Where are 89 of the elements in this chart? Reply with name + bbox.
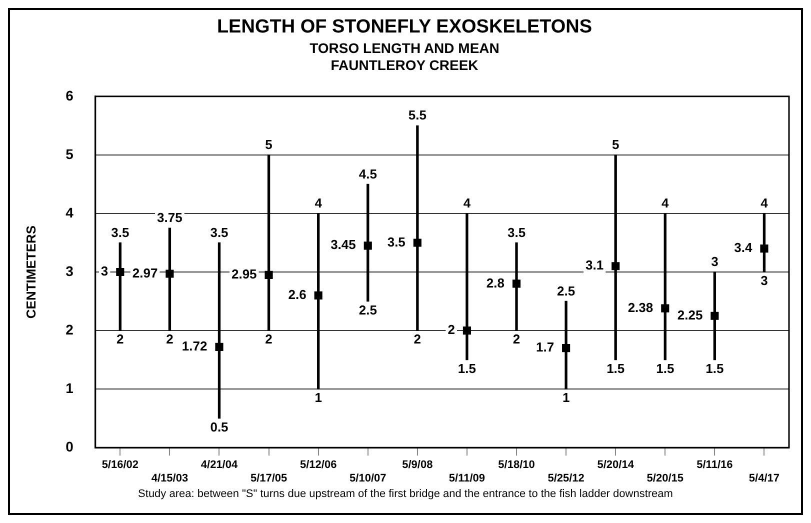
y-tick-label: 4 <box>66 204 74 220</box>
x-tick-label: 5/12/06 <box>300 459 337 472</box>
point <box>562 344 570 352</box>
annotation: 3 <box>711 254 718 270</box>
y-tick-label: 0 <box>66 438 74 454</box>
point <box>116 268 124 276</box>
annotation: 4 <box>662 196 670 211</box>
annotation: 1 <box>562 390 570 406</box>
point <box>166 270 174 278</box>
bar <box>317 213 320 390</box>
annotation: 1.5 <box>606 360 625 376</box>
point <box>314 291 322 300</box>
annotation: 3.5 <box>111 224 130 240</box>
data-label: 2.25 <box>677 307 703 322</box>
annotation: 2 <box>512 332 520 347</box>
chart-subtitle: TORSO LENGTH AND MEAN FAUNTLEROY CREEK <box>310 40 500 73</box>
bar <box>416 125 419 331</box>
bar <box>515 242 518 331</box>
x-tick-label: 5/20/14 <box>597 459 635 472</box>
text: Study area: between "S" turns due upstream of the first bridge and the entrance to the fish ladder downstream <box>137 488 674 500</box>
annotation: 0.5 <box>210 419 228 434</box>
annotation: 5 <box>612 137 620 152</box>
annotation: 2 <box>414 332 422 347</box>
annotation: 2 <box>116 332 124 347</box>
data-label: 3.45 <box>330 237 356 252</box>
annotation: 4 <box>463 196 472 211</box>
point <box>710 312 719 320</box>
x-tick-label: 5/4/17 <box>748 472 780 484</box>
annotation: 5.5 <box>408 108 426 123</box>
x-tick-label: 5/11/09 <box>448 472 486 484</box>
annotation: 2.5 <box>358 302 377 318</box>
annotation: 5 <box>265 137 272 152</box>
chart-title: LENGTH OF STONEFLY EXOSKELETONS <box>216 16 592 38</box>
y-tick-label: 2 <box>66 321 74 338</box>
annotation: 4.5 <box>358 166 377 182</box>
x-tick-label: 4/21/04 <box>200 459 238 472</box>
point <box>413 238 422 247</box>
data-label: 2 <box>448 322 455 338</box>
data-label: 3 <box>100 264 108 279</box>
annotation: 4 <box>760 196 769 211</box>
x-tick-label: 5/17/05 <box>250 472 288 484</box>
data-label: 3.4 <box>734 240 753 256</box>
y-tick-label: 3 <box>66 262 74 279</box>
data-label: 2.8 <box>486 275 505 290</box>
data-label: 2.97 <box>132 265 158 280</box>
bar <box>218 242 221 419</box>
data-label: 1.72 <box>182 338 208 354</box>
x-tick-label: 5/18/10 <box>498 459 535 472</box>
point <box>612 262 620 270</box>
annotation: 2 <box>166 332 174 347</box>
data-label: 1.7 <box>536 340 554 355</box>
y-tick-label: 6 <box>66 87 74 104</box>
annotation: 1 <box>314 390 322 406</box>
point <box>264 270 273 279</box>
x-tick-label: 4/15/03 <box>151 472 188 484</box>
bar <box>466 213 468 360</box>
annotation: 1.5 <box>458 360 476 376</box>
point <box>215 342 224 351</box>
point <box>760 244 768 253</box>
x-tick-label: 5/20/15 <box>646 472 684 484</box>
point <box>661 304 670 312</box>
point <box>364 242 372 250</box>
data-label: 3.5 <box>387 234 406 250</box>
data-label: 2.95 <box>231 266 257 282</box>
point <box>512 280 521 288</box>
data-label: 3.1 <box>586 258 604 273</box>
annotation: 2 <box>265 332 272 347</box>
annotation: 1.5 <box>656 360 674 376</box>
annotation: 2.5 <box>557 283 576 298</box>
data-label: 2.6 <box>288 286 306 302</box>
annotation: 4 <box>314 196 323 211</box>
annotation: 3.5 <box>507 224 526 240</box>
x-tick-label: 5/10/07 <box>350 472 386 484</box>
y-tick-label: 1 <box>66 380 74 396</box>
y-axis-title: CENTIMETERS <box>23 225 38 319</box>
annotation: 3.5 <box>210 224 228 240</box>
bar <box>564 300 568 390</box>
x-tick-label: 5/25/12 <box>548 472 584 484</box>
data-label: 2.38 <box>628 300 654 315</box>
x-tick-label: 5/11/16 <box>696 459 733 472</box>
point <box>462 326 471 335</box>
y-tick-label: 5 <box>66 146 74 162</box>
bar <box>267 154 270 331</box>
annotation: 3.75 <box>157 210 182 226</box>
x-tick-label: 5/9/08 <box>402 459 433 472</box>
bar <box>614 154 617 360</box>
x-tick-label: 5/16/02 <box>102 459 139 472</box>
annotation: 3 <box>760 273 768 288</box>
annotation: 1.5 <box>706 360 724 376</box>
